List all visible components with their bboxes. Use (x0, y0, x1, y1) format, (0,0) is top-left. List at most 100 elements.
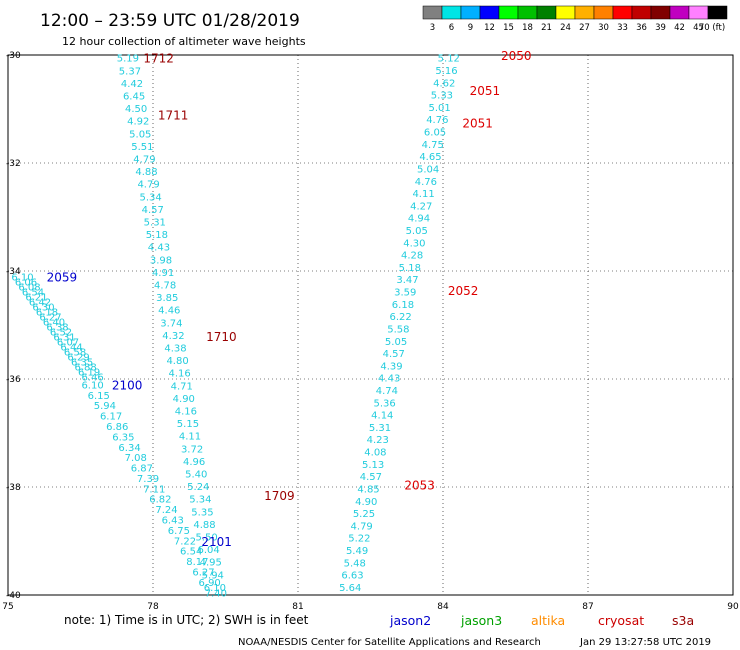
wave-height-value: 5.01 (428, 103, 450, 114)
wave-height-value: 4.11 (412, 189, 434, 200)
wave-height-value: 6.35 (112, 432, 134, 443)
pass-time-labels: 1712 1711 1710 1709 2050 2051 2051 2052 2053 2059… (47, 49, 532, 549)
x-tick-label: 90 (727, 602, 739, 612)
wave-height-value: 6.29 (67, 352, 89, 363)
x-tick-label: 84 (437, 602, 449, 612)
wave-height-value: 4.30 (403, 238, 425, 249)
wave-height-value: 4.57 (142, 205, 164, 216)
wave-height-value: 6.42 (29, 297, 51, 308)
wave-height-value: 6.40 (43, 317, 65, 328)
footer-credit: NOAA/NESDIS Center for Satellite Applica… (238, 637, 541, 648)
x-tick-label: 78 (147, 602, 159, 612)
wave-height-value: 5.05 (385, 337, 407, 348)
wave-height-value: 6.46 (81, 372, 103, 383)
color-swatch (574, 5, 595, 20)
wave-height-value: 4.14 (371, 411, 393, 422)
wave-height-value: 5.05 (406, 226, 428, 237)
wave-height-value: 3.85 (156, 293, 178, 304)
wave-height-value: 4.08 (364, 448, 386, 459)
pass-time-label: 1710 (206, 330, 237, 344)
wave-height-value: 6.82 (149, 495, 171, 506)
wave-height-value: 6.63 (341, 571, 363, 582)
color-swatch (612, 5, 633, 20)
wave-height-value: 4.76 (415, 177, 437, 188)
legend-item-s3a: s3a (672, 613, 694, 628)
wave-height-value: 6.21 (25, 292, 47, 303)
wave-height-value: 4.16 (175, 407, 197, 418)
color-scale-label: 33 (617, 23, 628, 33)
wave-height-value: 5.50 (195, 533, 217, 544)
color-scale-label: 36 (636, 23, 647, 33)
wave-height-value: 4.42 (121, 79, 143, 90)
wave-height-value: 5.64 (339, 583, 361, 594)
wave-height-values: 5.195.374.426.454.504.925.055.514.794.88… (11, 54, 460, 600)
y-tick-label: -40 (6, 591, 21, 601)
wave-height-value: 6.27 (39, 312, 61, 323)
wave-height-value: 5.18 (399, 263, 421, 274)
wave-height-value: 5.13 (362, 460, 384, 471)
y-tick-label: -38 (6, 483, 21, 493)
wave-height-value: 5.58 (387, 324, 409, 335)
wave-height-value: 8.17 (186, 557, 208, 568)
wave-height-value: 6.35 (71, 357, 93, 368)
color-scale-label: 42 (674, 23, 685, 33)
wave-height-value: 3.59 (394, 288, 416, 299)
wave-height-value: 4.32 (162, 331, 184, 342)
wave-height-value: 4.43 (378, 374, 400, 385)
wave-height-value: 4.90 (173, 394, 195, 405)
wave-height-value: 4.75 (422, 140, 444, 151)
wave-height-value: 4.27 (410, 201, 432, 212)
pass-time-label: 2050 (501, 49, 532, 63)
wave-height-value: 5.24 (187, 482, 209, 493)
satellite-legend: jason2 jason3 altika cryosat s3a (389, 613, 694, 628)
wave-height-value: 5.31 (369, 423, 391, 434)
color-swatch (460, 5, 481, 20)
wave-height-value: 4.96 (183, 457, 205, 468)
wave-height-value: 6.54 (180, 547, 202, 558)
color-swatch (498, 5, 519, 20)
wave-height-value: 6.07 (57, 337, 79, 348)
wave-height-value: 6.90 (199, 578, 221, 589)
wave-height-value: 7.11 (143, 484, 165, 495)
legend-item-cryosat: cryosat (598, 613, 644, 628)
wave-height-value: 4.39 (380, 361, 402, 372)
x-tick-label: 75 (2, 602, 13, 612)
y-tick-label: -36 (6, 375, 21, 385)
wave-height-value: 6.17 (100, 412, 122, 423)
wave-height-value: 4.43 (148, 243, 170, 254)
wave-height-value: 6.05 (424, 128, 446, 139)
wave-height-value: 6.18 (392, 300, 414, 311)
wave-height-value: 4.57 (383, 349, 405, 360)
wave-height-value: 4.23 (367, 435, 389, 446)
wave-height-value: 4.78 (154, 281, 176, 292)
wave-height-value: 3.47 (396, 275, 418, 286)
wave-height-value: 6.10 (81, 380, 103, 391)
wave-height-value: 4.79 (137, 180, 159, 191)
color-swatch (517, 5, 538, 20)
x-tick-label: 81 (292, 602, 303, 612)
wave-height-value: 4.46 (158, 306, 180, 317)
color-swatch (707, 5, 728, 20)
wave-height-value: 5.31 (144, 218, 166, 229)
plot-frame (7, 54, 734, 596)
color-swatch (669, 5, 690, 20)
pass-time-label: 1712 (143, 52, 174, 66)
wave-height-value: 6.75 (168, 526, 190, 537)
color-swatch (536, 5, 557, 20)
chart-title: 12:00 – 23:59 UTC 01/28/2019 (40, 11, 300, 31)
wave-height-value: 4.76 (426, 115, 448, 126)
wave-height-value: 6.18 (36, 307, 58, 318)
wave-height-value: 5.49 (346, 546, 368, 557)
wave-height-value: 4.57 (360, 472, 382, 483)
wave-height-value: 6.88 (74, 362, 96, 373)
wave-height-value: 5.04 (417, 164, 439, 175)
color-scale-label: 30 (598, 23, 609, 33)
color-scale-label: 21 (541, 23, 552, 33)
wave-height-value: 4.79 (133, 155, 155, 166)
color-scale-label: 39 (655, 23, 666, 33)
wave-height-value: 5.18 (146, 230, 168, 241)
color-scale-label: 18 (522, 23, 533, 33)
wave-height-value: 4.62 (433, 78, 455, 89)
legend-item-jason2: jason2 (389, 613, 431, 628)
